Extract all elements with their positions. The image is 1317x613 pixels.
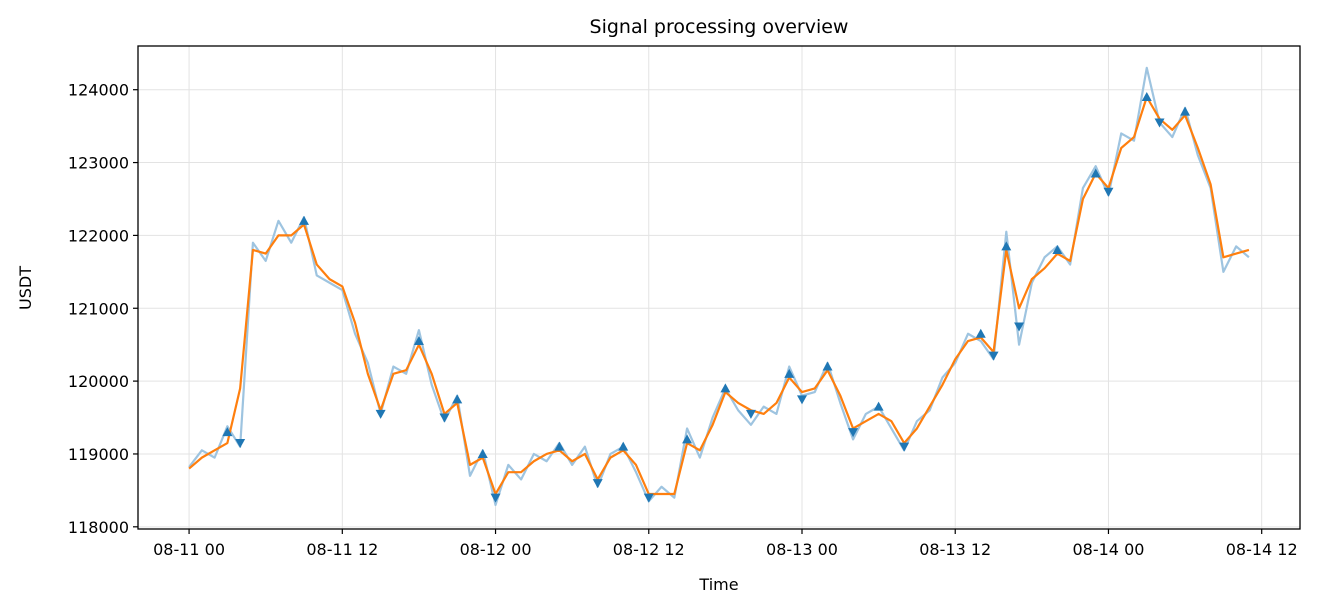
marker [1090,168,1101,178]
marker [720,383,731,393]
marker [490,493,501,503]
marker [554,441,565,451]
chart-title: Signal processing overview [590,16,849,38]
x-tick-label: 08-11 12 [306,540,378,559]
y-tick-label: 122000 [68,226,129,245]
x-tick-label: 08-13 00 [766,540,838,559]
marker [439,413,450,423]
marker [375,409,386,419]
y-tick-label: 123000 [68,154,129,173]
y-tick-label: 121000 [68,299,129,318]
grid [138,46,1300,529]
x-tick-label: 08-14 00 [1072,540,1144,559]
marker [975,328,986,338]
line [188,95,1250,496]
marker [299,215,309,225]
y-axis-label: USDT [16,266,35,310]
marker [1141,91,1152,101]
marker [899,442,910,452]
y-tick-label: 120000 [68,372,129,391]
x-tick-label: 08-12 00 [460,540,532,559]
x-tick-label: 08-13 12 [919,540,991,559]
marker [592,479,603,489]
axes-frame [137,45,1301,530]
marker [1052,244,1063,254]
marker [797,395,807,405]
y-tick-label: 118000 [68,518,129,537]
marker [988,351,999,361]
marker [413,336,424,346]
marker [745,409,756,419]
marker [873,401,884,411]
plot-area [188,66,1250,507]
marker [477,448,488,458]
marker [848,428,859,438]
x-tick-label: 08-14 12 [1226,540,1298,559]
marker [822,361,833,371]
marker [452,394,463,404]
marker [643,493,654,503]
marker [235,439,246,449]
x-tick-label: 08-12 12 [613,540,685,559]
marker [618,441,629,451]
ticks: 118000 119000 120000 121000 122000 123000 1240… [68,81,1298,559]
y-tick-label: 119000 [68,445,129,464]
marker [1103,187,1114,197]
y-tick-label: 124000 [68,81,129,100]
marker [1014,322,1025,332]
marker [1154,118,1165,128]
marker [1180,106,1191,116]
marker [222,427,233,437]
marker [784,368,795,378]
marker [1001,241,1012,251]
x-tick-label: 08-11 00 [153,540,225,559]
x-axis-label: Time [698,575,738,594]
marker [682,434,693,444]
